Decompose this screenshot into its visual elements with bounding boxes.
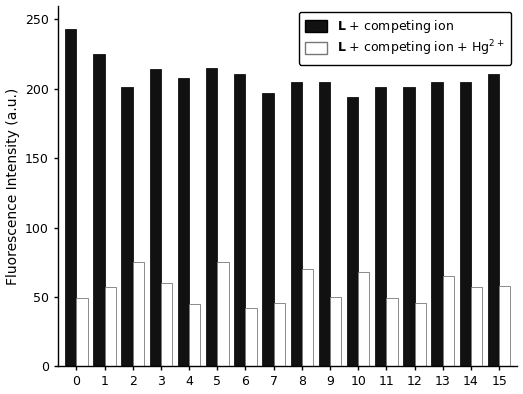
Bar xyxy=(330,297,342,366)
Bar xyxy=(65,29,76,366)
Bar xyxy=(245,308,257,366)
Bar xyxy=(105,287,116,366)
Bar xyxy=(189,304,200,366)
Y-axis label: Fluorescence Intensity (a.u.): Fluorescence Intensity (a.u.) xyxy=(6,87,19,284)
Legend: $\mathbf{L}$ + competing ion, $\mathbf{L}$ + competing ion + Hg$^{2+}$: $\mathbf{L}$ + competing ion, $\mathbf{L… xyxy=(299,12,511,65)
Bar xyxy=(234,74,245,366)
Bar xyxy=(161,283,172,366)
Bar xyxy=(302,269,313,366)
Bar xyxy=(319,82,330,366)
Bar xyxy=(431,82,443,366)
Bar xyxy=(274,303,285,366)
Bar xyxy=(488,74,499,366)
Bar xyxy=(415,303,426,366)
Bar xyxy=(133,262,144,366)
Bar xyxy=(291,82,302,366)
Bar xyxy=(121,87,133,366)
Bar xyxy=(375,87,386,366)
Bar xyxy=(403,87,415,366)
Bar xyxy=(443,276,454,366)
Bar xyxy=(178,78,189,366)
Bar xyxy=(499,286,510,366)
Bar xyxy=(347,97,358,366)
Bar xyxy=(150,69,161,366)
Bar xyxy=(263,93,274,366)
Bar xyxy=(386,298,397,366)
Bar xyxy=(217,262,229,366)
Bar xyxy=(76,298,88,366)
Bar xyxy=(93,54,105,366)
Bar xyxy=(206,68,217,366)
Bar xyxy=(471,287,482,366)
Bar xyxy=(460,82,471,366)
Bar xyxy=(358,272,369,366)
